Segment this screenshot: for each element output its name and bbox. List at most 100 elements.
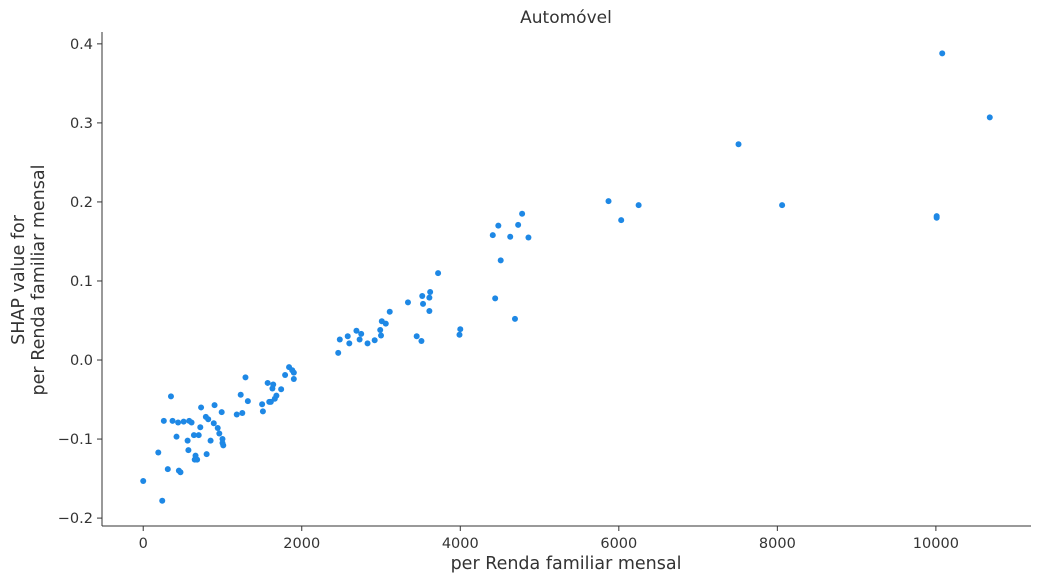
scatter-point <box>618 217 625 224</box>
scatter-point <box>177 469 184 476</box>
x-tick-label: 6000 <box>600 536 637 552</box>
scatter-point <box>939 50 946 57</box>
scatter-point <box>495 222 502 229</box>
scatter-point <box>346 340 353 347</box>
y-tick-label: 0.0 <box>70 353 93 369</box>
scatter-point <box>356 336 363 343</box>
scatter-point <box>779 202 786 209</box>
scatter-point <box>220 442 227 449</box>
scatter-point <box>237 391 244 398</box>
scatter-point <box>239 409 246 416</box>
x-axis-label: per Renda familiar mensal <box>451 554 682 574</box>
scatter-point <box>159 497 166 504</box>
scatter-point <box>426 308 433 315</box>
scatter-point <box>435 270 442 277</box>
y-tick-label: −0.1 <box>58 432 93 448</box>
scatter-point <box>160 417 167 424</box>
scatter-point <box>211 402 218 409</box>
scatter-point <box>418 338 425 345</box>
scatter-point <box>456 331 463 338</box>
scatter-point <box>420 300 427 307</box>
scatter-point <box>489 232 496 239</box>
scatter-point <box>233 411 240 418</box>
scatter-point <box>282 372 289 379</box>
scatter-point <box>378 332 385 339</box>
scatter-point <box>167 393 174 400</box>
y-tick-label: 0.1 <box>70 274 93 290</box>
scatter-point <box>605 198 612 205</box>
scatter-point <box>404 299 411 306</box>
scatter-point <box>335 349 342 356</box>
scatter-point <box>244 398 251 405</box>
scatter-point <box>140 477 147 484</box>
scatter-point <box>218 409 225 416</box>
x-tick-label: 10000 <box>913 536 959 552</box>
y-tick-label: 0.4 <box>70 37 93 53</box>
scatter-point <box>336 336 343 343</box>
scatter-point <box>353 327 360 334</box>
y-tick-label: 0.2 <box>70 195 93 211</box>
scatter-point <box>194 456 201 463</box>
scatter-point <box>205 416 212 423</box>
y-tick-label: 0.3 <box>70 116 93 132</box>
scatter-point <box>259 401 266 408</box>
scatter-point <box>419 292 426 299</box>
scatter-point <box>198 404 205 411</box>
scatter-point <box>364 340 371 347</box>
scatter-point <box>203 451 210 458</box>
scatter-point <box>264 379 271 386</box>
scatter-point <box>185 447 192 454</box>
scatter-point <box>344 333 351 340</box>
scatter-points <box>140 50 993 504</box>
scatter-point <box>207 437 214 444</box>
scatter-point <box>214 424 221 431</box>
scatter-point <box>519 210 526 217</box>
scatter-point <box>169 417 176 424</box>
scatter-point <box>382 320 389 327</box>
scatter-point <box>242 374 249 381</box>
scatter-point <box>180 418 187 425</box>
scatter-point <box>492 295 499 302</box>
scatter-point <box>457 326 464 333</box>
x-tick-label: 4000 <box>442 536 479 552</box>
chart-title: Automóvel <box>520 8 612 28</box>
scatter-point <box>290 369 297 376</box>
scatter-point <box>184 437 191 444</box>
scatter-point <box>259 408 266 415</box>
scatter-point <box>735 141 742 148</box>
scatter-point <box>155 449 162 456</box>
scatter-point <box>210 420 217 427</box>
scatter-point <box>188 419 195 426</box>
x-tick-label: 2000 <box>283 536 320 552</box>
scatter-point <box>278 386 285 393</box>
x-tick-label: 0 <box>139 536 148 552</box>
scatter-point <box>511 315 518 322</box>
scatter-point <box>413 333 420 340</box>
x-tick-label: 8000 <box>759 536 796 552</box>
scatter-point <box>986 114 993 121</box>
scatter-point <box>197 424 204 431</box>
scatter-point <box>195 432 202 439</box>
scatter-point <box>933 213 940 220</box>
scatter-point <box>164 466 171 473</box>
scatter-point <box>216 430 223 437</box>
scatter-point <box>497 257 504 264</box>
scatter-point <box>426 294 433 301</box>
y-axis-label: SHAP value for per Renda familiar mensal <box>9 165 49 396</box>
scatter-point <box>427 289 434 296</box>
scatter-point <box>386 308 393 315</box>
scatter-point <box>175 419 182 426</box>
scatter-point <box>190 432 197 439</box>
x-axis-ticks: 0 2000 4000 6000 8000 10000 <box>139 526 959 552</box>
scatter-point <box>371 337 378 344</box>
scatter-point <box>270 381 277 388</box>
scatter-point <box>290 375 297 382</box>
scatter-point <box>273 392 280 399</box>
y-axis-ticks: −0.2 −0.1 0.0 0.1 0.2 0.3 0.4 <box>58 37 102 527</box>
scatter-point <box>635 202 642 209</box>
scatter-point <box>377 326 384 333</box>
y-tick-label: −0.2 <box>58 511 93 527</box>
scatter-point <box>525 234 532 241</box>
y-axis-label-line-1: SHAP value for <box>9 214 29 345</box>
scatter-point <box>358 330 365 337</box>
